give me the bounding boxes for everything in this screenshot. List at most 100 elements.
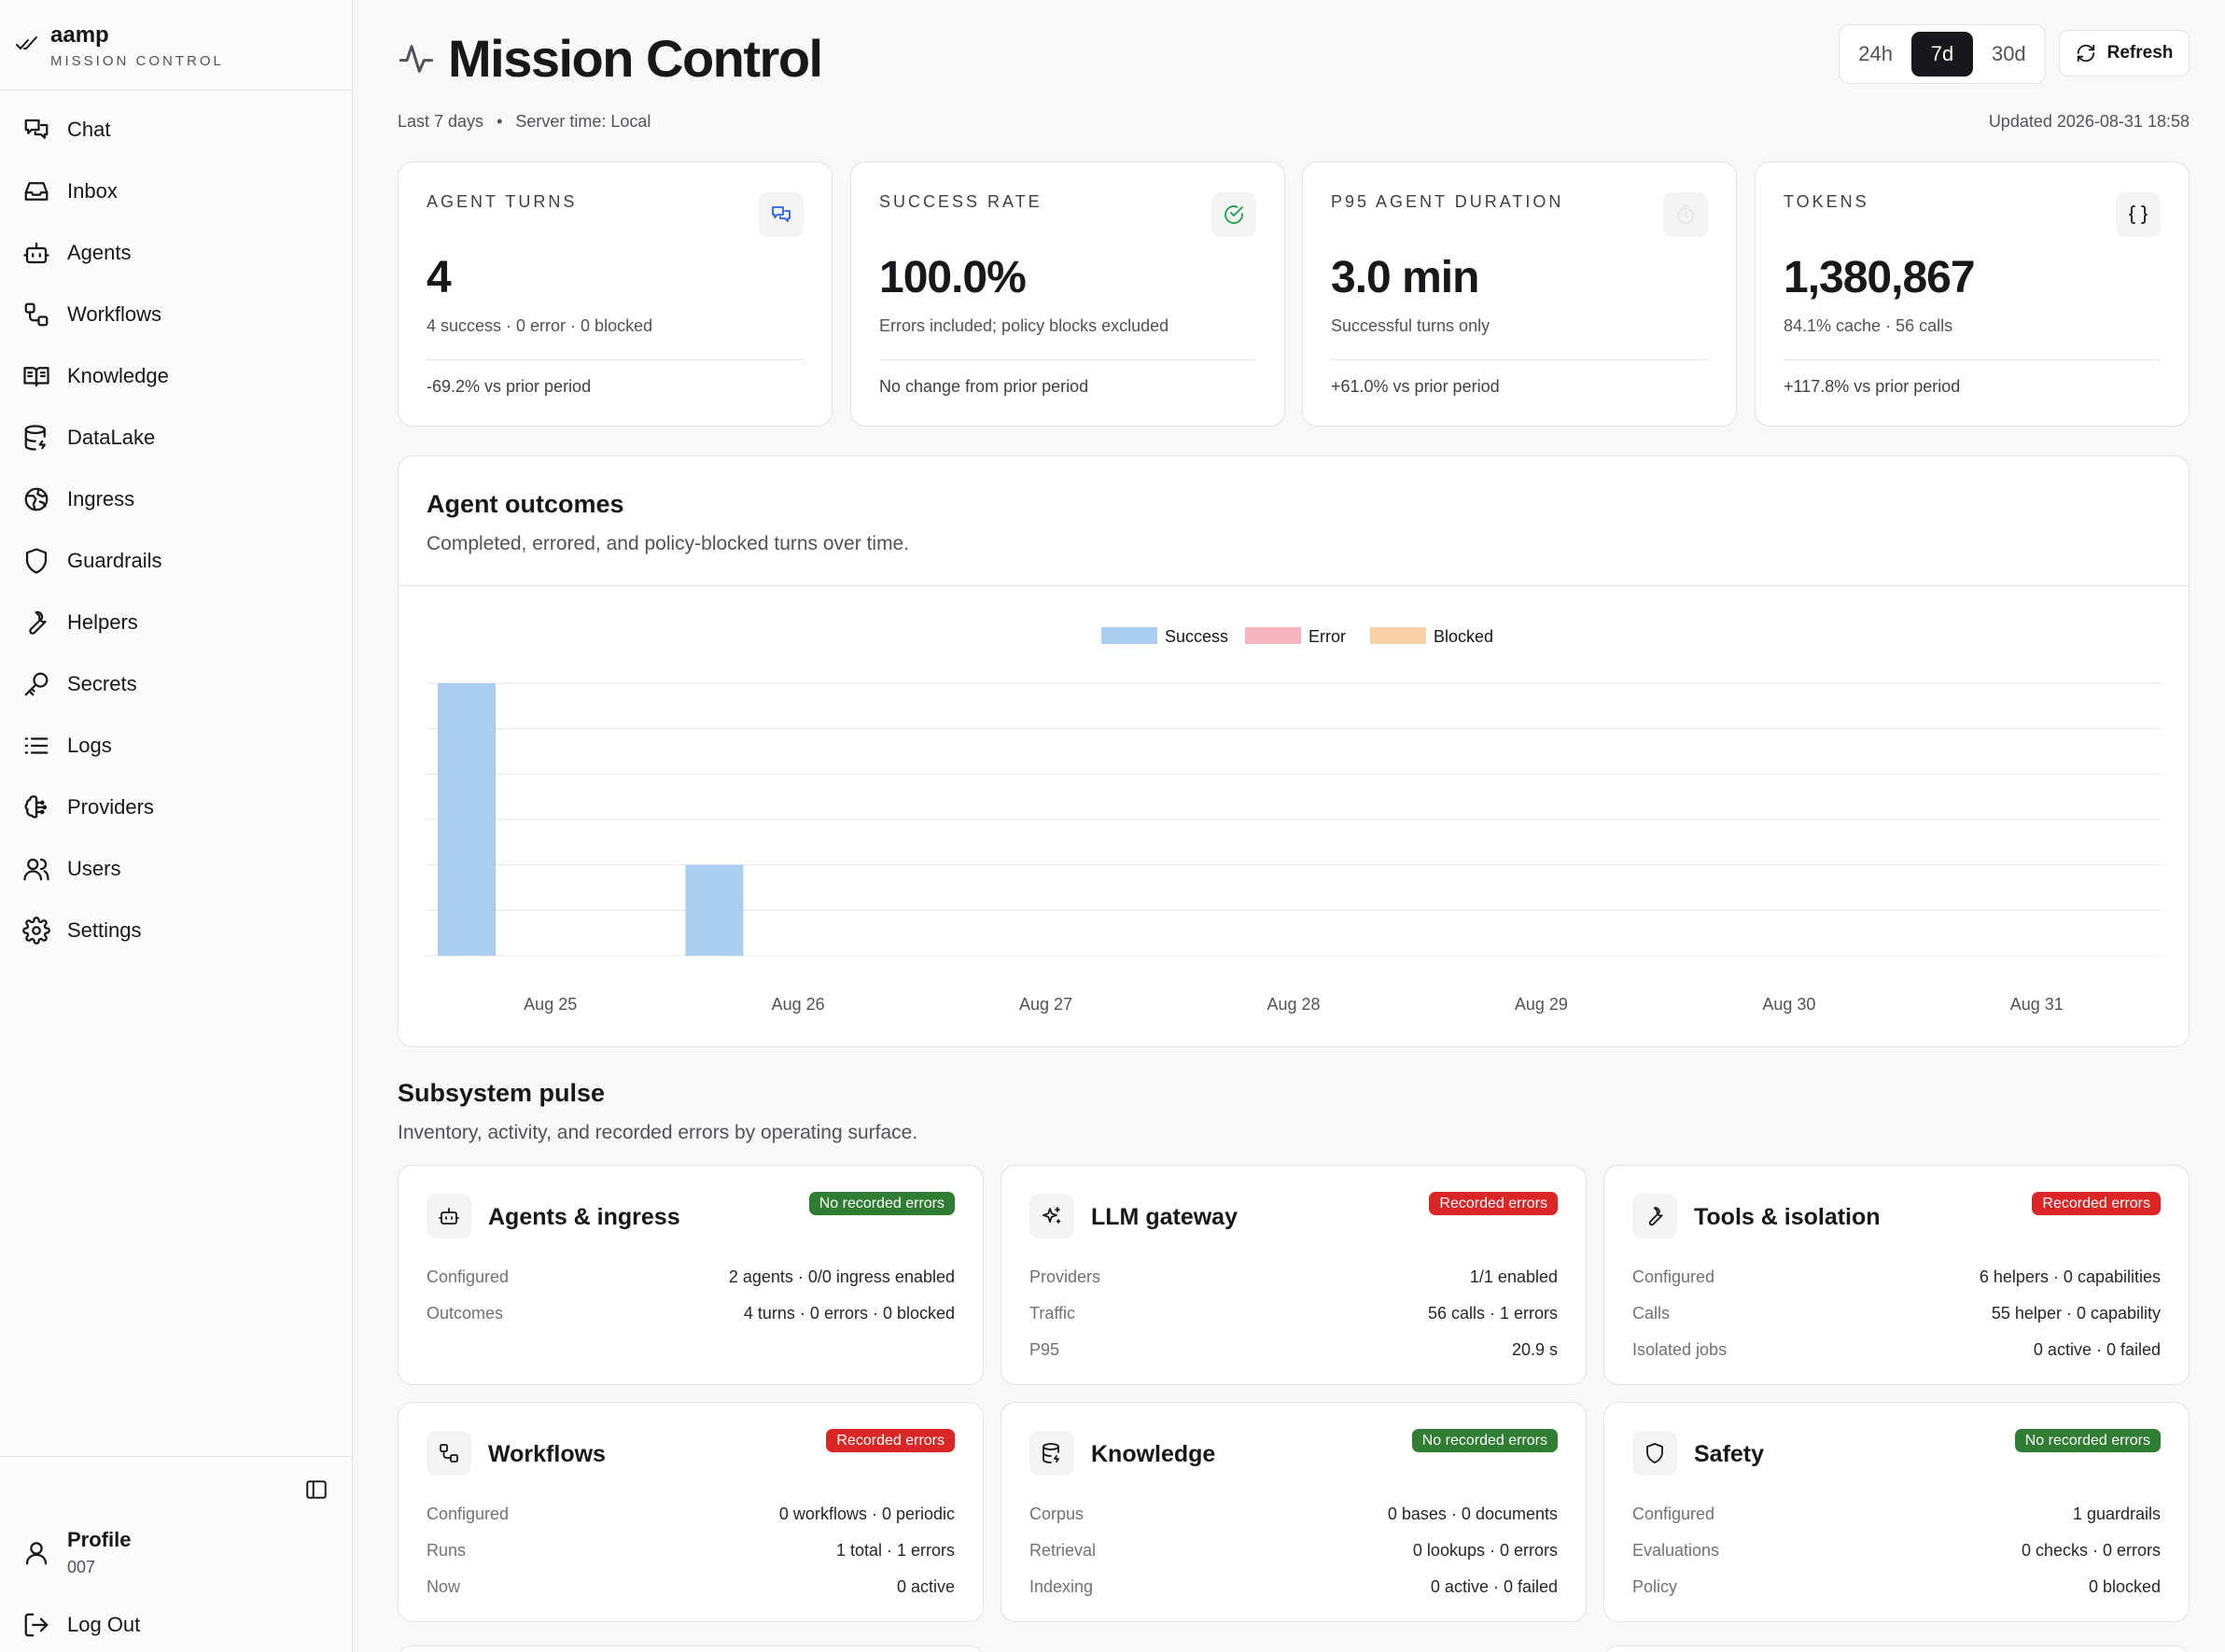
separator-dot: •	[497, 112, 503, 131]
pulse-card-partial	[1603, 1645, 2190, 1652]
section-title: Subsystem pulse	[398, 1079, 606, 1107]
sparkles-icon	[1043, 1207, 1061, 1224]
chat-icon	[772, 206, 791, 222]
sidebar-item-ingress[interactable]: Ingress	[0, 469, 353, 530]
pulse-card-workflows[interactable]: Workflows Recorded errors Configured 0 wo…	[398, 1402, 984, 1622]
row-value: 1 guardrails	[2072, 1505, 2161, 1523]
inbox-icon	[24, 182, 49, 201]
sidebar-item-label: Settings	[67, 918, 142, 942]
row-key: Now	[427, 1577, 461, 1596]
sidebar-item-datalake[interactable]: DataLake	[0, 407, 353, 469]
pulse-card-tools-isolation[interactable]: Tools & isolation Recorded errors Config…	[1603, 1165, 2190, 1385]
pulse-card-rows: Corpus 0 bases · 0 documents Retrieval 0 l…	[1029, 1496, 1558, 1605]
pulse-card-knowledge[interactable]: Knowledge No recorded errors Corpus 0 bas…	[1001, 1402, 1587, 1622]
pulse-card-agents-ingress[interactable]: Agents & ingress No recorded errors Conf…	[398, 1165, 984, 1385]
legend-label: Blocked	[1434, 627, 1493, 646]
divider	[399, 585, 2189, 586]
range-30d-button[interactable]: 30d	[1991, 42, 2026, 65]
sub-icon-wrap	[427, 1194, 471, 1239]
profile-name: Profile	[67, 1528, 132, 1551]
sidebar-item-providers[interactable]: Providers	[0, 777, 353, 838]
brand-name: aamp	[50, 22, 109, 48]
refresh-icon	[2077, 44, 2094, 63]
database-icon	[1043, 1443, 1059, 1463]
row-value: 20.9 s	[1511, 1340, 1558, 1359]
sidebar-item-workflows[interactable]: Workflows	[0, 284, 353, 345]
sidebar-item-label: Logs	[67, 734, 112, 757]
row-key: Retrieval	[1029, 1541, 1097, 1560]
chat-icon	[24, 119, 49, 139]
range-24h-button[interactable]: 24h	[1858, 42, 1894, 65]
x-tick-label: Aug 26	[772, 995, 825, 1014]
sidebar-item-helpers[interactable]: Helpers	[0, 592, 353, 653]
stat-value: 4	[427, 253, 452, 302]
sidebar-item-secrets[interactable]: Secrets	[0, 653, 353, 715]
logout-button[interactable]: Log Out	[22, 1611, 140, 1639]
sub-icon-wrap	[1632, 1431, 1677, 1476]
pulse-card-safety[interactable]: Safety No recorded errors Configured 1 gu…	[1603, 1402, 2190, 1622]
sidebar-item-label: Guardrails	[67, 549, 162, 572]
stat-change: No change from prior period	[879, 377, 1089, 396]
sidebar-item-guardrails[interactable]: Guardrails	[0, 530, 353, 592]
legend-swatch	[1370, 627, 1426, 644]
stat-change: -69.2% vs prior period	[427, 377, 592, 396]
refresh-button[interactable]: Refresh	[2059, 30, 2190, 77]
row-value: 0 checks · 0 errors	[2021, 1541, 2161, 1560]
brand[interactable]: aamp MISSION CONTROL	[0, 0, 352, 91]
sidebar-item-chat[interactable]: Chat	[0, 99, 353, 161]
x-tick-label: Aug 30	[1762, 995, 1815, 1014]
pulse-row: Outcomes 4 turns · 0 errors · 0 blocked	[427, 1295, 955, 1332]
sub-icon-wrap	[427, 1431, 471, 1476]
row-value: 0 workflows · 0 periodic	[778, 1505, 955, 1523]
row-key: Configured	[1632, 1267, 1715, 1286]
sidebar-toggle-icon[interactable]	[304, 1477, 329, 1502]
pulse-card-title: Workflows	[488, 1441, 606, 1467]
pulse-row: Providers 1/1 enabled	[1029, 1259, 1558, 1295]
sidebar-item-label: Helpers	[67, 610, 138, 634]
pulse-card-rows: Configured 6 helpers · 0 capabilities Cal…	[1632, 1259, 2161, 1368]
pulse-row: Traffic 56 calls · 1 errors	[1029, 1295, 1558, 1332]
sidebar-item-settings[interactable]: Settings	[0, 900, 353, 961]
sidebar-item-label: Providers	[67, 795, 154, 819]
stat-icon-wrap	[759, 192, 804, 237]
row-value: 0 active	[896, 1577, 955, 1596]
timer-icon	[1677, 204, 1694, 224]
pulse-row: Policy 0 blocked	[1632, 1569, 2161, 1605]
agent-outcomes-chart: Aug 25 Aug 26 Aug 27 Aug 28 Aug 29 Aug 30 Aug …	[427, 627, 2161, 1014]
chart-title: Agent outcomes	[427, 490, 624, 518]
row-value: 0 bases · 0 documents	[1387, 1505, 1558, 1523]
bar-success	[438, 683, 496, 956]
row-key: Outcomes	[427, 1304, 504, 1323]
stat-change: +61.0% vs prior period	[1331, 377, 1500, 396]
sidebar-item-label: Users	[67, 857, 121, 880]
logout-label: Log Out	[67, 1613, 141, 1636]
profile-button[interactable]: Profile 007	[22, 1528, 131, 1577]
pulse-row: Configured 2 agents · 0/0 ingress enabled	[427, 1259, 955, 1295]
row-key: Traffic	[1029, 1304, 1076, 1323]
sub-icon-wrap	[1029, 1431, 1074, 1476]
users-icon	[23, 858, 49, 881]
sidebar-item-agents[interactable]: Agents	[0, 222, 353, 284]
row-key: Configured	[427, 1267, 510, 1286]
sidebar-item-inbox[interactable]: Inbox	[0, 161, 353, 222]
row-key: P95	[1029, 1340, 1060, 1359]
wrench-icon	[1648, 1207, 1663, 1226]
shield-icon	[25, 548, 48, 574]
stat-value: 100.0%	[879, 253, 1027, 302]
stat-card-agent-turns: AGENT TURNS 4 4 success · 0 error · 0 bl…	[398, 161, 833, 427]
stat-icon-wrap	[1211, 192, 1256, 237]
page-meta: Last 7 days • Server time: Local	[398, 112, 651, 132]
pulse-card-title: Knowledge	[1091, 1441, 1216, 1467]
sidebar-item-knowledge[interactable]: Knowledge	[0, 345, 353, 407]
sidebar-item-users[interactable]: Users	[0, 838, 353, 900]
range-7d-button[interactable]: 7d	[1911, 32, 1973, 77]
row-value: 1 total · 1 errors	[835, 1541, 955, 1560]
row-value: 6 helpers · 0 capabilities	[1979, 1267, 2161, 1286]
workflow-icon	[24, 302, 49, 327]
x-tick-label: Aug 31	[2010, 995, 2064, 1014]
pulse-card-llm-gateway[interactable]: LLM gateway Recorded errors Providers 1/1…	[1001, 1165, 1587, 1385]
sidebar-item-logs[interactable]: Logs	[0, 715, 353, 777]
sidebar-nav: Chat Inbox Agents Workflows Knowledge Da…	[0, 99, 353, 961]
stat-icon-wrap	[1663, 192, 1708, 237]
period-label: Last 7 days	[398, 112, 484, 131]
